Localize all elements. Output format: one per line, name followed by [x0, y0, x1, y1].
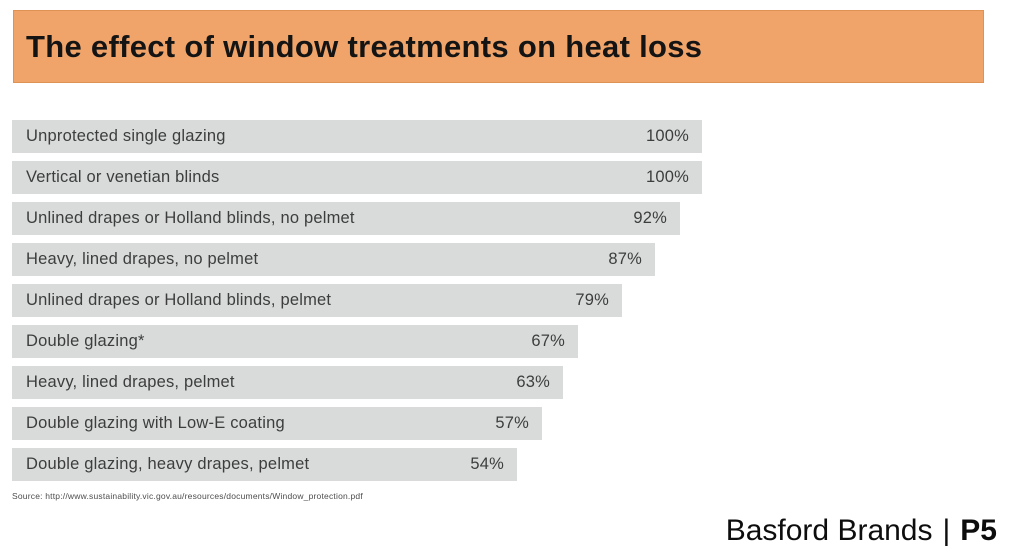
bar-value: 63%: [516, 373, 550, 391]
page-title: The effect of window treatments on heat …: [26, 28, 703, 64]
bar-row: Double glazing, heavy drapes, pelmet 54%: [12, 448, 517, 481]
bar-value: 54%: [470, 455, 504, 473]
bar-label: Vertical or venetian blinds: [26, 168, 220, 186]
brand-name: Basford Brands: [725, 514, 933, 547]
bar-label: Double glazing, heavy drapes, pelmet: [26, 455, 310, 473]
bar-value: 79%: [575, 291, 609, 309]
bar-value: 67%: [531, 332, 565, 350]
bar-label: Unlined drapes or Holland blinds, no pel…: [26, 209, 355, 227]
bar-value: 100%: [645, 127, 689, 145]
bar-row: Unlined drapes or Holland blinds, pelmet…: [12, 284, 622, 317]
footer-separator: |: [942, 514, 951, 547]
bar-label: Heavy, lined drapes, no pelmet: [26, 250, 259, 268]
bar-value: 57%: [495, 414, 529, 432]
bar-value: 92%: [633, 209, 667, 227]
bar-label: Double glazing*: [26, 332, 145, 350]
title-banner: The effect of window treatments on heat …: [13, 10, 984, 83]
page-number: P5: [960, 514, 997, 547]
bar-label: Heavy, lined drapes, pelmet: [26, 373, 235, 391]
footer: Basford Brands | P5: [726, 514, 997, 548]
bar-label: Unlined drapes or Holland blinds, pelmet: [26, 291, 332, 309]
bar-value: 100%: [645, 168, 689, 186]
bar-label: Double glazing with Low-E coating: [26, 414, 285, 432]
bar-row: Unprotected single glazing 100%: [12, 120, 702, 153]
heat-loss-chart: Unprotected single glazing 100% Vertical o…: [12, 120, 702, 489]
bar-row: Double glazing with Low-E coating 57%: [12, 407, 542, 440]
bar-label: Unprotected single glazing: [26, 127, 226, 145]
bar-value: 87%: [608, 250, 642, 268]
bar-row: Heavy, lined drapes, pelmet 63%: [12, 366, 563, 399]
bar-row: Heavy, lined drapes, no pelmet 87%: [12, 243, 655, 276]
bar-row: Unlined drapes or Holland blinds, no pel…: [12, 202, 680, 235]
bar-row: Double glazing* 67%: [12, 325, 578, 358]
source-note: Source: http://www.sustainability.vic.go…: [12, 491, 363, 501]
bar-row: Vertical or venetian blinds 100%: [12, 161, 702, 194]
